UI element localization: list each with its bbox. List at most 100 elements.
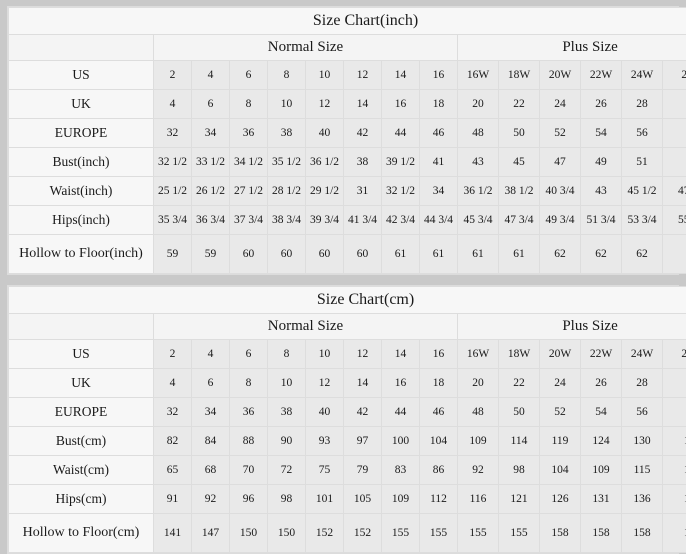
data-cell: 45 3/4 bbox=[458, 206, 499, 235]
data-cell: 56 bbox=[622, 398, 663, 427]
data-cell: 61 bbox=[382, 235, 420, 274]
data-cell: 18 bbox=[420, 90, 458, 119]
data-cell: 100 bbox=[382, 427, 420, 456]
data-cell: 98 bbox=[268, 485, 306, 514]
data-cell: 62 bbox=[663, 235, 686, 274]
data-cell: 32 1/2 bbox=[382, 177, 420, 206]
data-cell: 48 bbox=[458, 398, 499, 427]
data-cell: 12 bbox=[344, 61, 382, 90]
data-cell: 150 bbox=[268, 514, 306, 553]
data-cell: 16W bbox=[458, 340, 499, 369]
data-cell: 92 bbox=[458, 456, 499, 485]
row-label: UK bbox=[9, 90, 154, 119]
data-cell: 4 bbox=[154, 369, 192, 398]
data-cell: 38 bbox=[268, 398, 306, 427]
data-cell: 93 bbox=[306, 427, 344, 456]
data-cell: 16 bbox=[382, 90, 420, 119]
table-row: UK4681012141618202224262830 bbox=[9, 369, 686, 398]
data-cell: 8 bbox=[268, 340, 306, 369]
data-cell: 155 bbox=[499, 514, 540, 553]
data-cell: 131 bbox=[581, 485, 622, 514]
data-cell: 155 bbox=[420, 514, 458, 553]
row-label: US bbox=[9, 61, 154, 90]
data-cell: 47 bbox=[540, 148, 581, 177]
data-cell: 8 bbox=[230, 90, 268, 119]
data-cell: 37 3/4 bbox=[230, 206, 268, 235]
data-cell: 68 bbox=[192, 456, 230, 485]
data-cell: 141 bbox=[663, 485, 686, 514]
row-label: US bbox=[9, 340, 154, 369]
data-cell: 36 1/2 bbox=[458, 177, 499, 206]
data-cell: 82 bbox=[154, 427, 192, 456]
data-cell: 109 bbox=[458, 427, 499, 456]
data-cell: 49 bbox=[581, 148, 622, 177]
data-cell: 61 bbox=[499, 235, 540, 274]
data-cell: 18W bbox=[499, 340, 540, 369]
data-cell: 41 bbox=[420, 148, 458, 177]
data-cell: 155 bbox=[382, 514, 420, 553]
data-cell: 6 bbox=[192, 90, 230, 119]
data-cell: 34 bbox=[192, 119, 230, 148]
data-cell: 34 1/2 bbox=[230, 148, 268, 177]
data-cell: 115 bbox=[622, 456, 663, 485]
data-cell: 26 bbox=[581, 90, 622, 119]
data-cell: 61 bbox=[458, 235, 499, 274]
table-row: US24681012141616W18W20W22W24W26W bbox=[9, 340, 686, 369]
data-cell: 22W bbox=[581, 340, 622, 369]
data-cell: 158 bbox=[622, 514, 663, 553]
table-row: UK4681012141618202224262830 bbox=[9, 90, 686, 119]
data-cell: 16 bbox=[420, 61, 458, 90]
data-cell: 86 bbox=[420, 456, 458, 485]
data-cell: 44 3/4 bbox=[420, 206, 458, 235]
data-cell: 158 bbox=[663, 514, 686, 553]
data-cell: 39 3/4 bbox=[306, 206, 344, 235]
data-cell: 41 3/4 bbox=[344, 206, 382, 235]
data-cell: 52 bbox=[540, 119, 581, 148]
data-cell: 25 1/2 bbox=[154, 177, 192, 206]
data-cell: 26 1/2 bbox=[192, 177, 230, 206]
data-cell: 75 bbox=[306, 456, 344, 485]
data-cell: 32 bbox=[154, 119, 192, 148]
data-cell: 26W bbox=[663, 340, 686, 369]
data-cell: 18 bbox=[420, 369, 458, 398]
data-cell: 72 bbox=[268, 456, 306, 485]
data-cell: 24 bbox=[540, 90, 581, 119]
data-cell: 27 1/2 bbox=[230, 177, 268, 206]
data-cell: 97 bbox=[344, 427, 382, 456]
data-cell: 141 bbox=[154, 514, 192, 553]
data-cell: 36 bbox=[230, 119, 268, 148]
data-cell: 36 bbox=[230, 398, 268, 427]
table-row: EUROPE3234363840424446485052545658 bbox=[9, 398, 686, 427]
data-cell: 50 bbox=[499, 398, 540, 427]
data-cell: 60 bbox=[230, 235, 268, 274]
row-label: Bust(cm) bbox=[9, 427, 154, 456]
data-cell: 136 bbox=[622, 485, 663, 514]
data-cell: 114 bbox=[499, 427, 540, 456]
group-header-normal-size: Normal Size bbox=[154, 314, 458, 340]
group-header-plus-size: Plus Size bbox=[458, 35, 686, 61]
data-cell: 45 bbox=[499, 148, 540, 177]
row-label: Waist(inch) bbox=[9, 177, 154, 206]
row-label: EUROPE bbox=[9, 119, 154, 148]
data-cell: 8 bbox=[268, 61, 306, 90]
data-cell: 43 bbox=[581, 177, 622, 206]
data-cell: 62 bbox=[622, 235, 663, 274]
data-cell: 84 bbox=[192, 427, 230, 456]
data-cell: 42 bbox=[344, 398, 382, 427]
data-cell: 36 3/4 bbox=[192, 206, 230, 235]
data-cell: 53 bbox=[663, 148, 686, 177]
data-cell: 6 bbox=[192, 369, 230, 398]
data-cell: 4 bbox=[154, 90, 192, 119]
data-cell: 61 bbox=[420, 235, 458, 274]
data-cell: 62 bbox=[540, 235, 581, 274]
data-cell: 158 bbox=[540, 514, 581, 553]
data-cell: 45 1/2 bbox=[622, 177, 663, 206]
data-cell: 4 bbox=[192, 340, 230, 369]
group-header-spacer bbox=[9, 35, 154, 61]
